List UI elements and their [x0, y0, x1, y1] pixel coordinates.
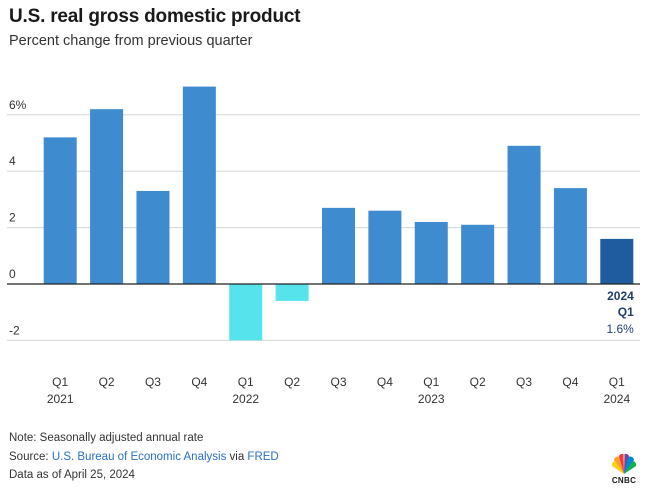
source-line: Source: U.S. Bureau of Economic Analysis…	[9, 451, 279, 463]
x-tick-label: Q1	[238, 375, 254, 389]
x-tick-label: Q3	[330, 375, 346, 389]
y-tick-label: 6%	[9, 98, 27, 112]
cnbc-logo: CNBC	[608, 452, 640, 488]
x-tick-label: Q4	[191, 375, 207, 389]
source-link-fred[interactable]: FRED	[247, 451, 279, 463]
annotation-quarter: Q1	[618, 305, 634, 319]
bar	[600, 238, 634, 284]
gdp-bar-chart: 6% 4 2 0 -2 Q1 2021 Q2 Q3 Q4 Q1 2022 Q2 Q3 Q4 Q1 2023 Q2 Q…	[7, 86, 640, 406]
chart-subtitle: Percent change from previous quarter	[9, 33, 253, 49]
x-tick-label: Q3	[516, 375, 532, 389]
chart-title: U.S. real gross domestic product	[9, 6, 301, 27]
bar	[553, 188, 587, 284]
x-tick-label: Q4	[562, 375, 578, 389]
bar	[229, 284, 263, 341]
x-tick-label: Q3	[145, 375, 161, 389]
y-tick-label: 0	[9, 267, 16, 281]
y-tick-label: 2	[9, 211, 16, 225]
bar	[368, 210, 402, 284]
bar	[182, 86, 216, 284]
bar	[43, 137, 77, 284]
footnote: Note: Seasonally adjusted annual rate	[9, 432, 204, 444]
annotation-year: 2024	[607, 289, 634, 303]
cnbc-peacock-icon	[611, 453, 637, 474]
y-tick-label: -2	[9, 323, 20, 337]
x-tick-label: Q1	[52, 375, 68, 389]
x-tick-label: Q1	[609, 375, 625, 389]
bar	[461, 224, 495, 284]
x-tick-label: Q2	[284, 375, 300, 389]
bar	[136, 190, 170, 284]
x-tick-label: Q1	[423, 375, 439, 389]
x-tick-year-label: 2024	[603, 392, 630, 406]
annotation-value: 1.6%	[606, 322, 634, 336]
x-tick-year-label: 2023	[418, 392, 445, 406]
bar	[322, 207, 355, 284]
source-link-bea[interactable]: U.S. Bureau of Economic Analysis	[51, 451, 227, 463]
source-mid: via	[226, 451, 248, 463]
x-tick-year-label: 2021	[47, 392, 74, 406]
x-tick-label: Q2	[99, 375, 115, 389]
source-prefix: Source:	[9, 451, 52, 463]
bar	[275, 284, 309, 301]
bar	[414, 221, 448, 284]
x-tick-label: Q2	[470, 375, 486, 389]
x-tick-label: Q4	[377, 375, 393, 389]
data-date: Data as of April 25, 2024	[9, 469, 135, 481]
y-tick-label: 4	[9, 154, 16, 168]
bar	[507, 145, 541, 284]
x-tick-year-label: 2022	[232, 392, 259, 406]
bar	[90, 109, 124, 284]
cnbc-logo-text: CNBC	[611, 476, 637, 485]
